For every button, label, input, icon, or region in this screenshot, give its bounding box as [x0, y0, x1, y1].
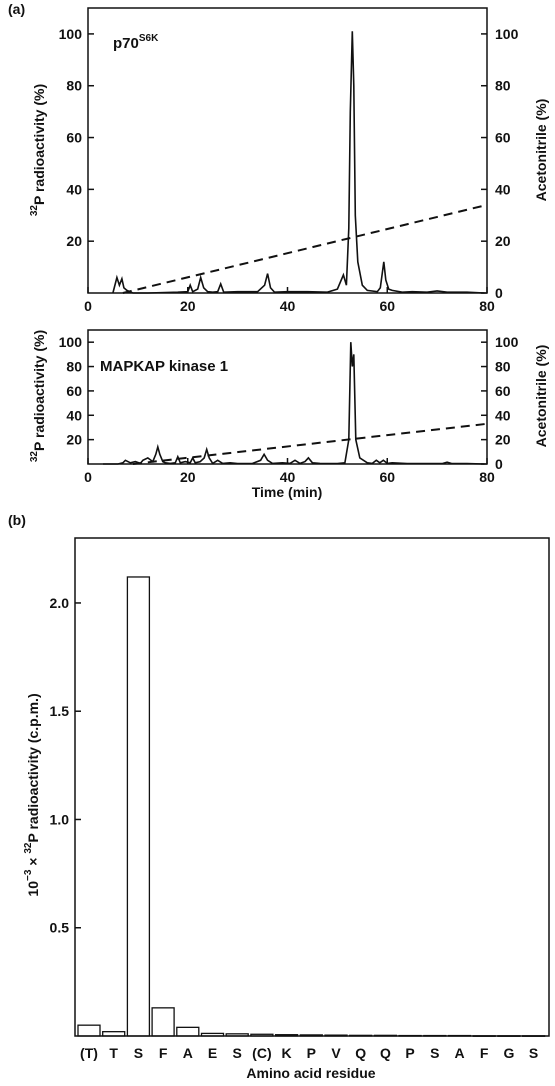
- chart-amino-acid-bars: 0.51.01.52.0 (T) T S F A E S (C) K P V Q Q P S A F G S 10−…: [23, 537, 550, 1081]
- y-tick-label: 0.5: [50, 920, 70, 936]
- x-tick-label: F: [480, 1045, 489, 1061]
- y2-tick-label: 100: [495, 26, 519, 42]
- y-tick-label: 80: [66, 78, 82, 94]
- x-tick-label: 20: [180, 298, 196, 314]
- y-axis-left: 20 40 60 80 100: [59, 26, 94, 249]
- y2-tick-label: 40: [495, 407, 511, 423]
- y2-axis-label: Acetonitrile (%): [533, 345, 549, 448]
- x-tick-label: G: [503, 1045, 514, 1061]
- series-acetonitrile: [132, 422, 488, 465]
- y-axis: 0.5 1.0 1.5 2.0: [50, 595, 81, 936]
- plot-frame: [87, 329, 488, 465]
- bar: [176, 1026, 200, 1037]
- x-tick-label: T: [109, 1045, 118, 1061]
- y-tick-label: 2.0: [50, 595, 70, 611]
- y-axis-label: 32P radioactivity (%): [29, 84, 47, 216]
- y2-tick-label: 100: [495, 334, 519, 350]
- x-tick-label: S: [233, 1045, 242, 1061]
- y-tick-label: 1.5: [50, 703, 70, 719]
- x-tick-label: 20: [180, 469, 196, 485]
- x-axis: 0 20 40 60 80: [84, 458, 495, 485]
- plot-frame: [87, 7, 488, 294]
- x-tick-label: A: [454, 1045, 464, 1061]
- y2-tick-label: 60: [495, 130, 511, 146]
- y-tick-label: 100: [59, 26, 83, 42]
- series-radioactivity: [112, 31, 485, 294]
- x-tick-label: 40: [280, 469, 296, 485]
- x-tick-label: 60: [379, 298, 395, 314]
- plot-frame: [74, 537, 550, 1037]
- y2-tick-label: 0: [495, 285, 503, 301]
- x-tick-label: 80: [479, 298, 495, 314]
- x-tick-label: A: [183, 1045, 193, 1061]
- y-tick-label: 1.0: [50, 811, 70, 827]
- y-tick-label: 60: [66, 130, 82, 146]
- x-tick-label: P: [307, 1045, 316, 1061]
- y2-tick-label: 60: [495, 383, 511, 399]
- panel-a-label: (a): [8, 1, 25, 17]
- x-axis-label: Time (min): [252, 484, 323, 500]
- x-axis-label: Amino acid residue: [246, 1065, 375, 1081]
- x-tick-label: (C): [252, 1045, 271, 1061]
- y-axis-label: 10−3 × 32P radioactivity (c.p.m.): [23, 693, 41, 896]
- y-tick-label: 40: [66, 407, 82, 423]
- bar: [151, 1007, 175, 1037]
- x-tick-labels: (T) T S F A E S (C) K P V Q Q P S A F G S: [80, 1045, 538, 1061]
- x-axis: 0 20 40 60 80: [84, 287, 495, 314]
- inset-label: MAPKAP kinase 1: [100, 358, 228, 375]
- y-tick-label: 40: [66, 181, 82, 197]
- series-radioactivity: [103, 342, 485, 465]
- series-acetonitrile: [122, 203, 488, 294]
- y2-axis-label: Acetonitrile (%): [533, 99, 549, 202]
- x-tick-label: 0: [84, 469, 92, 485]
- chart-mapkap-kinase-1: MAPKAP kinase 1 20 40 60 80 100 0 20 40 60 80 100…: [29, 329, 549, 500]
- y-axis-right: 0 20 40 60 80 100: [481, 334, 519, 472]
- y2-tick-label: 80: [495, 78, 511, 94]
- bars: [77, 576, 546, 1037]
- x-tick-label: 0: [84, 298, 92, 314]
- x-tick-label: F: [159, 1045, 168, 1061]
- inset-label: p70S6K: [113, 33, 159, 52]
- x-tick-label: 80: [479, 469, 495, 485]
- x-tick-label: 60: [379, 469, 395, 485]
- y2-tick-label: 40: [495, 181, 511, 197]
- x-tick-label: K: [282, 1045, 292, 1061]
- bar: [77, 1024, 101, 1037]
- y2-tick-label: 20: [495, 432, 511, 448]
- y-tick-label: 20: [66, 233, 82, 249]
- x-tick-label: E: [208, 1045, 217, 1061]
- y-tick-label: 20: [66, 432, 82, 448]
- y-tick-label: 100: [59, 334, 83, 350]
- y-axis-label: 32P radioactivity (%): [29, 330, 47, 462]
- x-tick-label: Q: [355, 1045, 366, 1061]
- chart-p70s6k: p70S6K 20 40 60 80 100 0 20 40 60 80 100 0 20 40 60 8…: [29, 7, 549, 314]
- y2-tick-label: 20: [495, 233, 511, 249]
- y-axis-left: 20 40 60 80 100: [59, 334, 94, 448]
- y2-tick-label: 80: [495, 359, 511, 375]
- x-tick-label: S: [134, 1045, 143, 1061]
- bar: [126, 576, 151, 1037]
- x-tick-label: V: [331, 1045, 341, 1061]
- x-tick-label: S: [529, 1045, 538, 1061]
- panel-b-label: (b): [8, 512, 26, 528]
- x-tick-label: (T): [80, 1045, 98, 1061]
- y2-tick-label: 0: [495, 456, 503, 472]
- x-tick-label: Q: [380, 1045, 391, 1061]
- x-tick-label: 40: [280, 298, 296, 314]
- x-tick-label: P: [405, 1045, 414, 1061]
- x-tick-label: S: [430, 1045, 439, 1061]
- y-tick-label: 60: [66, 383, 82, 399]
- y-tick-label: 80: [66, 359, 82, 375]
